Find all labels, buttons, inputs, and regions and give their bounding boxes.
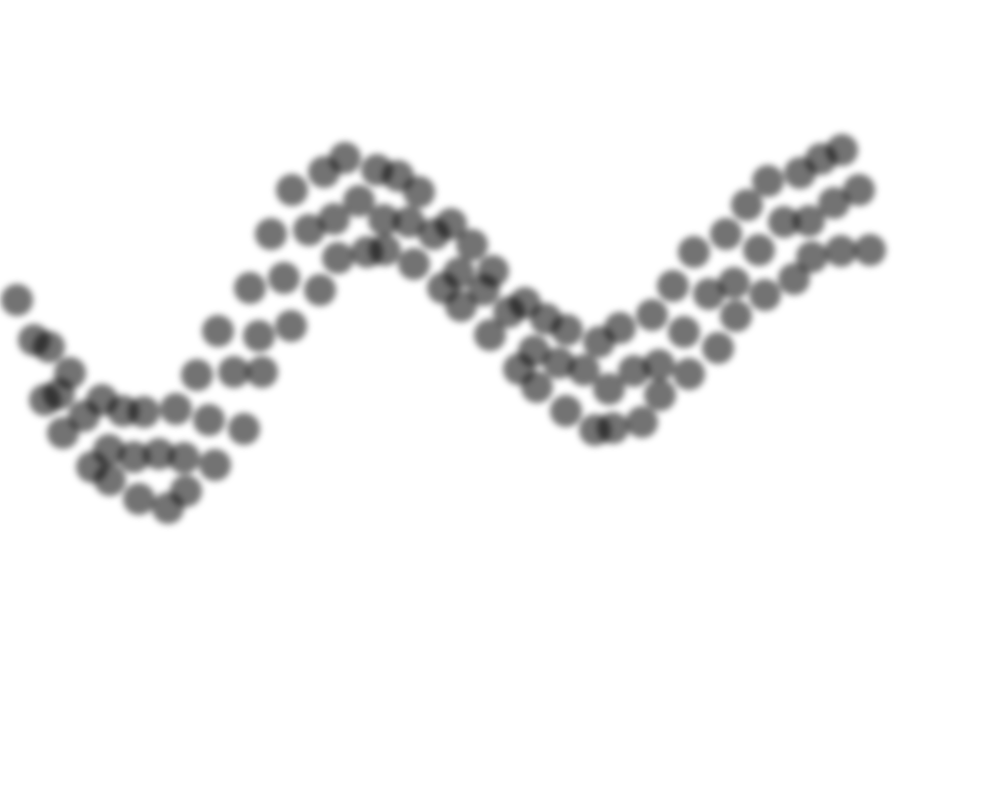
point [369, 234, 401, 266]
point [1, 284, 33, 316]
point [521, 371, 553, 403]
point [54, 357, 86, 389]
point [329, 142, 361, 174]
point [268, 262, 300, 294]
point [234, 272, 266, 304]
point [304, 274, 336, 306]
point [343, 185, 375, 217]
point-cloud [1, 134, 886, 524]
point [246, 356, 278, 388]
point [743, 234, 775, 266]
point [322, 242, 354, 274]
point [393, 206, 425, 238]
point [518, 335, 550, 367]
point [443, 257, 475, 289]
point [593, 373, 625, 405]
point [168, 442, 200, 474]
point [275, 310, 307, 342]
point [657, 270, 689, 302]
point [749, 279, 781, 311]
point [474, 319, 506, 351]
point [825, 235, 857, 267]
point [854, 234, 886, 266]
point [193, 404, 225, 436]
point [128, 396, 160, 428]
point [843, 174, 875, 206]
point [668, 316, 700, 348]
point [778, 263, 810, 295]
point [33, 331, 65, 363]
point [456, 229, 488, 261]
point [143, 438, 175, 470]
point [597, 412, 629, 444]
point [477, 255, 509, 287]
point [435, 208, 467, 240]
point [170, 475, 202, 507]
point [199, 449, 231, 481]
point [643, 349, 675, 381]
point [550, 395, 582, 427]
point [403, 176, 435, 208]
point [752, 165, 784, 197]
point [118, 441, 150, 473]
point [243, 320, 275, 352]
point [673, 358, 705, 390]
point [702, 332, 734, 364]
point [398, 248, 430, 280]
point [255, 218, 287, 250]
point [228, 413, 260, 445]
point [551, 314, 583, 346]
point [818, 187, 850, 219]
point [644, 379, 676, 411]
point [93, 434, 125, 466]
point [618, 355, 650, 387]
point [368, 204, 400, 236]
point [710, 218, 742, 250]
point [445, 290, 477, 322]
point [796, 241, 828, 273]
point [626, 406, 658, 438]
point [693, 278, 725, 310]
point [731, 189, 763, 221]
point [276, 174, 308, 206]
point [123, 483, 155, 515]
point [636, 299, 668, 331]
point [718, 267, 750, 299]
point [720, 300, 752, 332]
point [793, 205, 825, 237]
point [318, 203, 350, 235]
point [94, 464, 126, 496]
point [826, 134, 858, 166]
point [543, 347, 575, 379]
point [768, 206, 800, 238]
point [218, 356, 250, 388]
point [202, 315, 234, 347]
point [160, 393, 192, 425]
point [678, 236, 710, 268]
point [181, 359, 213, 391]
point [604, 312, 636, 344]
point [293, 214, 325, 246]
point [568, 354, 600, 386]
